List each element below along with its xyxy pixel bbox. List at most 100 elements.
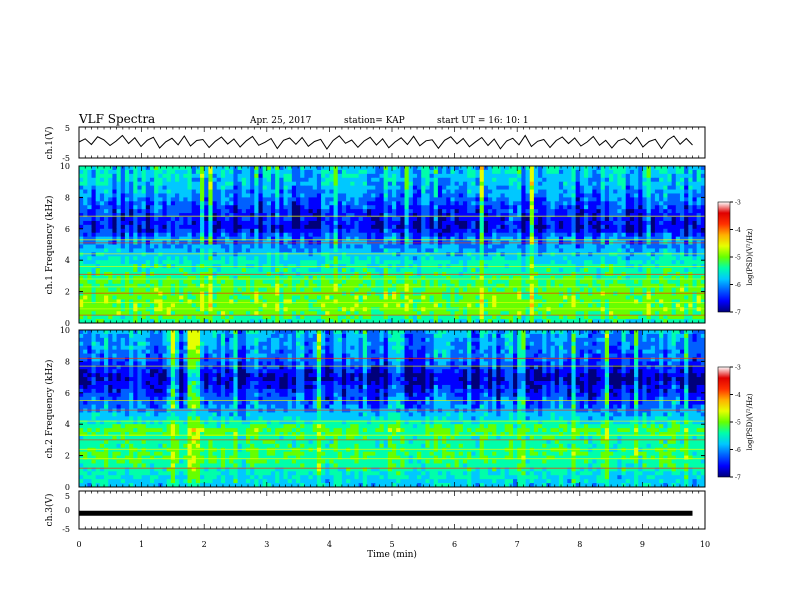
spectrogram-cell: [450, 268, 455, 273]
spectrogram-cell: [475, 256, 481, 261]
spectrogram-cell: [508, 177, 514, 183]
spectrogram-cell: [700, 213, 706, 218]
spectrogram-cell: [208, 177, 213, 183]
spectrogram-cell: [546, 201, 551, 206]
spectrogram-cell: [467, 260, 472, 265]
spectrogram-cell: [529, 209, 535, 214]
spectrogram-cell: [642, 268, 647, 273]
spectrogram-cell: [229, 268, 234, 273]
spectrogram-cell: [650, 193, 656, 198]
spectrogram-cell: [91, 193, 97, 198]
spectrogram-cell: [108, 173, 113, 179]
spectrogram-cell: [462, 287, 468, 293]
spectrogram-cell: [195, 248, 201, 253]
spectrogram-cell: [166, 248, 172, 253]
spectrogram-cell: [279, 189, 284, 194]
spectrogram-cell: [187, 287, 193, 293]
spectrogram-cell: [617, 177, 622, 183]
spectrogram-cell: [504, 209, 510, 214]
spectrogram-cell: [596, 232, 602, 238]
spectrogram-cell: [654, 181, 660, 187]
spectrogram-cell: [108, 217, 113, 222]
spectrogram-cell: [187, 213, 193, 218]
spectrogram-cell: [412, 209, 418, 214]
spectrogram-cell: [392, 287, 397, 293]
spectrogram-cell: [287, 181, 293, 187]
spectrogram-cell: [688, 166, 693, 171]
spectrogram-cell: [229, 177, 234, 183]
spectrogram-cell: [233, 260, 238, 265]
spectrogram-cell: [275, 256, 280, 261]
spectrogram-cell: [346, 217, 351, 222]
spectrogram-cell: [508, 275, 514, 281]
spectrogram-cell: [79, 166, 84, 171]
spectrogram-cell: [337, 169, 343, 175]
spectrogram-cell: [179, 166, 184, 171]
spectrogram-cell: [225, 177, 230, 183]
spectrogram-cell: [375, 287, 380, 293]
spectrogram-cell: [220, 177, 226, 183]
spectrogram-cell: [392, 275, 397, 281]
spectrogram-cell: [646, 228, 652, 234]
spectrogram-cell: [525, 185, 531, 190]
spectrogram-cell: [275, 169, 280, 175]
spectrogram-cell: [162, 287, 168, 293]
spectrogram-cell: [204, 213, 209, 218]
spectrogram-cell: [129, 279, 134, 285]
spectrogram-cell: [600, 217, 606, 222]
spectrogram-cell: [604, 201, 610, 206]
spectrogram-cell: [659, 185, 664, 190]
spectrogram-cell: [609, 201, 614, 206]
spectrogram-cell: [108, 236, 113, 241]
spectrogram-cell: [358, 268, 364, 273]
spectrogram-cell: [417, 201, 422, 206]
spectrogram-cell: [220, 268, 226, 273]
spectrogram-cell: [642, 287, 647, 293]
spectrogram-cell: [354, 232, 360, 238]
spectrogram-cell: [321, 256, 326, 261]
spectrogram-cell: [116, 244, 122, 249]
spectrogram-cell: [575, 287, 581, 293]
spectrogram-cell: [592, 256, 597, 261]
spectrogram-cell: [475, 217, 481, 222]
spectrogram-cell: [542, 248, 547, 253]
spectrogram-cell: [638, 193, 643, 198]
spectrogram-cell: [137, 197, 142, 202]
spectrogram-cell: [654, 217, 660, 222]
spectrogram-cell: [241, 279, 247, 285]
spectrogram-cell: [504, 279, 510, 285]
spectrogram-cell: [421, 193, 426, 198]
spectrogram-cell: [700, 260, 706, 265]
spectrogram-cell: [583, 236, 589, 241]
spectrogram-cell: [671, 189, 677, 194]
spectrogram-cell: [174, 173, 180, 179]
spectrogram-cell: [379, 256, 385, 261]
spectrogram-cell: [354, 189, 360, 194]
spectrogram-cell: [325, 256, 330, 261]
spectrogram-cell: [467, 248, 472, 253]
spectrogram-cell: [558, 189, 564, 194]
spectrogram-cell: [149, 224, 155, 230]
spectrogram-cell: [216, 224, 222, 230]
spectrogram-cell: [341, 248, 347, 253]
spectrogram-cell: [321, 209, 326, 214]
spectrogram-cell: [659, 173, 664, 179]
spectrogram-cell: [529, 252, 535, 257]
spectrogram-cell: [99, 177, 105, 183]
spectrogram-cell: [337, 213, 343, 218]
spectrogram-cell: [538, 185, 543, 190]
spectrogram-cell: [145, 236, 151, 241]
spectrogram-cell: [492, 193, 497, 198]
spectrogram-cell: [137, 295, 142, 300]
spectrogram-cell: [129, 169, 134, 175]
spectrogram-cell: [179, 201, 184, 206]
spectrogram-cell: [671, 193, 677, 198]
spectrogram-cell: [550, 209, 556, 214]
spectrogram-cell: [266, 181, 272, 187]
spectrogram-cell: [513, 248, 518, 253]
spectrogram-cell: [333, 217, 339, 222]
spectrogram-cell: [575, 256, 581, 261]
spectrogram-cell: [421, 217, 426, 222]
spectrogram-cell: [120, 205, 126, 210]
spectrogram-cell: [91, 220, 97, 226]
